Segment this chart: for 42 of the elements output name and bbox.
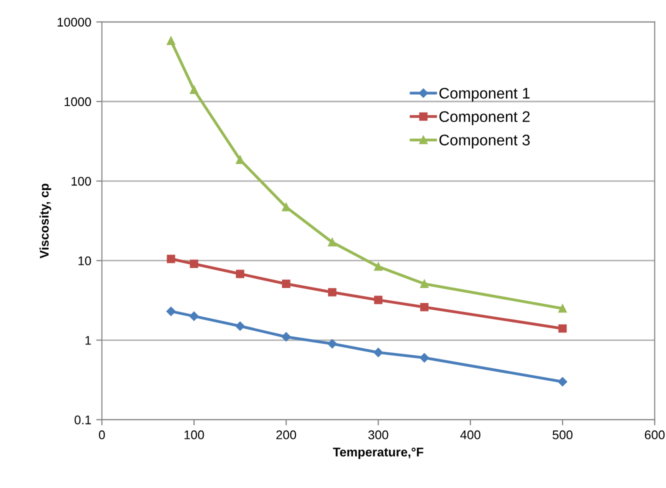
point: [374, 348, 383, 358]
y-axis-title: Viscosity, cp: [40, 184, 52, 258]
x-tick-label: 500: [552, 430, 572, 440]
point: [374, 296, 382, 304]
x-tick-label: 600: [644, 430, 665, 440]
point: [558, 324, 567, 333]
point: [328, 339, 337, 348]
x-tick-label: 200: [276, 430, 296, 440]
x-tick-label: 300: [368, 430, 388, 440]
point: [558, 377, 568, 386]
point: [328, 288, 336, 296]
y-tick-label: 0.1: [74, 415, 91, 424]
point: [166, 306, 176, 316]
x-tick-label: 100: [184, 430, 204, 440]
point: [190, 86, 198, 94]
legend-label: Component 1: [439, 88, 530, 102]
point: [420, 280, 429, 288]
point: [166, 254, 176, 264]
x-axis-title: Temperature,°F: [332, 448, 424, 459]
y-tick-label: 10: [78, 256, 91, 266]
point: [236, 156, 244, 164]
point: [190, 260, 198, 268]
y-tick-label: 1: [85, 336, 91, 345]
point: [236, 270, 244, 278]
point: [374, 262, 382, 271]
point: [282, 332, 291, 342]
point: [282, 280, 290, 288]
x-tick-label: 0: [98, 430, 105, 440]
point: [420, 353, 429, 362]
point: [166, 36, 176, 45]
x-tick-label: 400: [460, 430, 480, 440]
y-tick-label: 1000: [64, 97, 91, 106]
legend-label: Component 2: [439, 111, 530, 126]
point: [235, 322, 245, 331]
legend-label: Component 3: [439, 134, 530, 148]
y-tick-label: 100: [72, 176, 91, 186]
point: [558, 304, 567, 313]
y-tick-label: 10000: [58, 18, 91, 27]
point: [420, 302, 429, 312]
point: [328, 238, 336, 246]
point: [282, 202, 290, 212]
point: [189, 312, 199, 321]
